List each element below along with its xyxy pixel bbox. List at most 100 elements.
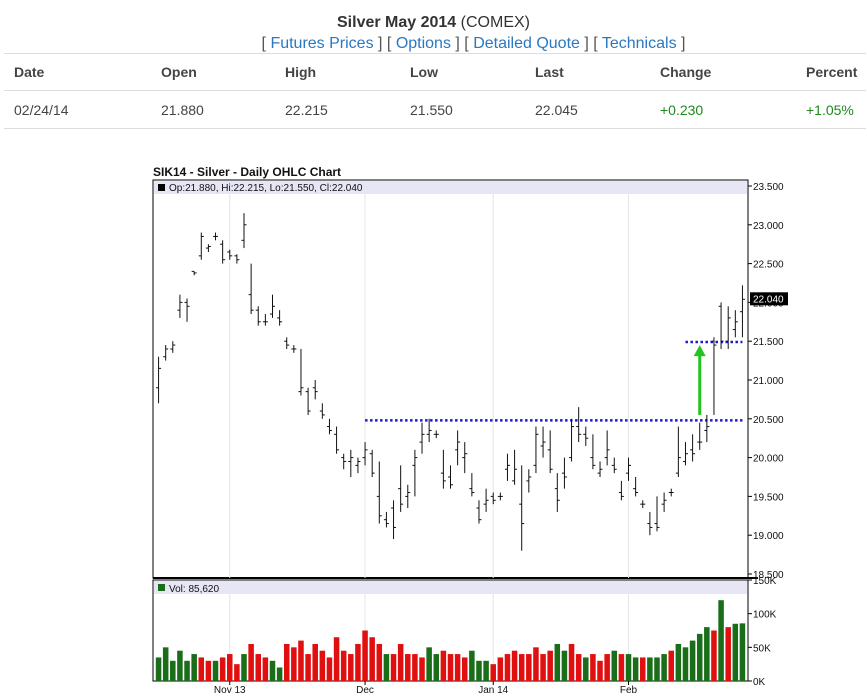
volume-bar: [440, 650, 447, 681]
ohlc-bar: [405, 484, 411, 509]
volume-bar: [184, 660, 190, 681]
ohlc-bar: [184, 298, 190, 322]
ohlc-bar: [569, 418, 575, 462]
volume-bar: [682, 647, 689, 681]
volume-bar: [547, 650, 553, 681]
ohlc-bar: [526, 469, 532, 493]
ohlc-bar: [163, 345, 169, 361]
ohlc-bar: [298, 348, 304, 396]
ohlc-bar: [291, 345, 297, 353]
ohlc-bar: [341, 453, 347, 470]
ohlc-bar: [241, 213, 247, 249]
ohlc-bar: [198, 232, 204, 260]
ohlc-bar: [376, 461, 382, 524]
volume-bar: [298, 640, 304, 681]
volume-bar: [319, 650, 326, 681]
cell-change: +0.230: [660, 102, 704, 118]
link-detailed-quote[interactable]: Detailed Quote: [473, 35, 580, 52]
volume-bar: [583, 657, 589, 681]
y-tick-label: 20.000: [753, 454, 784, 465]
volume-legend-swatch: [158, 584, 165, 591]
link-futures-prices[interactable]: Futures Prices: [270, 35, 374, 52]
price-info-band: [154, 181, 747, 194]
ohlc-bar: [462, 442, 468, 474]
volume-bar: [219, 657, 226, 681]
volume-bar: [575, 654, 582, 681]
ohlc-bar: [191, 270, 197, 276]
ohlc-bar: [590, 434, 596, 470]
volume-bar: [618, 654, 625, 681]
volume-bar: [348, 654, 354, 681]
volume-bar: [639, 657, 646, 681]
ohlc-bar: [576, 407, 582, 443]
col-header-open: Open: [161, 64, 197, 80]
col-header-percent: Percent: [806, 64, 858, 80]
volume-bar: [461, 657, 468, 681]
volume-bar: [177, 650, 183, 681]
ohlc-bar: [654, 496, 660, 532]
volume-bar: [739, 623, 746, 681]
volume-bar: [170, 660, 176, 681]
volume-bar: [718, 600, 724, 681]
volume-bar: [269, 660, 276, 681]
volume-bar: [711, 630, 717, 681]
ohlc-bar: [718, 302, 724, 349]
ohlc-bar: [476, 500, 482, 524]
ohlc-bar: [334, 426, 340, 454]
ohlc-bar: [554, 473, 560, 512]
y-tick-label: 21.000: [753, 376, 784, 387]
volume-bar: [668, 650, 674, 681]
volume-bar: [732, 623, 739, 681]
volume-bar: [155, 657, 162, 681]
ohlc-bar: [398, 465, 404, 512]
volume-bar: [305, 654, 311, 681]
volume-bar: [696, 633, 703, 681]
y-tick-label: 21.500: [753, 337, 784, 348]
volume-bar: [469, 650, 475, 681]
volume-bar: [590, 654, 596, 681]
volume-bar: [227, 654, 233, 681]
volume-bar: [433, 654, 440, 681]
last-price-label: 22.040: [753, 294, 784, 305]
ohlc-bar: [433, 430, 439, 439]
exchange-name: (COMEX): [460, 14, 530, 31]
volume-bar: [191, 654, 197, 681]
ohlc-bar: [391, 500, 397, 540]
volume-bar: [632, 657, 639, 681]
ohlc-bar: [604, 430, 610, 466]
ohlc-bar: [355, 457, 361, 474]
volume-bar: [376, 643, 383, 681]
ohlc-bar: [312, 380, 318, 400]
chart-title: SIK14 - Silver - Daily OHLC Chart: [153, 165, 342, 179]
volume-bar: [647, 657, 653, 681]
volume-bar: [454, 654, 461, 681]
ohlc-bar: [440, 449, 446, 489]
y-tick-label: 19.500: [753, 492, 784, 503]
ohlc-bar: [205, 244, 211, 252]
volume-bar: [405, 654, 411, 681]
ohlc-bar: [732, 310, 738, 338]
volume-bar: [675, 643, 682, 681]
ohlc-bar: [640, 500, 646, 509]
volume-bar: [262, 657, 269, 681]
ohlc-bar: [597, 461, 603, 477]
link-technicals[interactable]: Technicals: [601, 35, 677, 52]
ohlc-bar: [540, 426, 546, 458]
ohlc-bar: [170, 341, 176, 353]
volume-bar: [362, 630, 368, 681]
ohlc-bar: [262, 314, 268, 326]
ohlc-bar: [426, 418, 432, 443]
ohlc-bar: [248, 263, 254, 315]
ohlc-bar: [497, 492, 503, 501]
ohlc-bar: [725, 306, 731, 349]
link-options[interactable]: Options: [395, 35, 451, 52]
x-tick-label: Jan 14: [478, 685, 508, 696]
ohlc-bar: [647, 511, 653, 536]
ohlc-bar: [234, 254, 240, 264]
volume-bar: [397, 643, 404, 681]
volume-bar: [326, 657, 333, 681]
volume-tick-label: 50K: [753, 643, 771, 654]
volume-tick-label: 150K: [753, 576, 777, 587]
nav-links: [ Futures Prices ] [ Options ] [ Detaile…: [261, 35, 686, 52]
